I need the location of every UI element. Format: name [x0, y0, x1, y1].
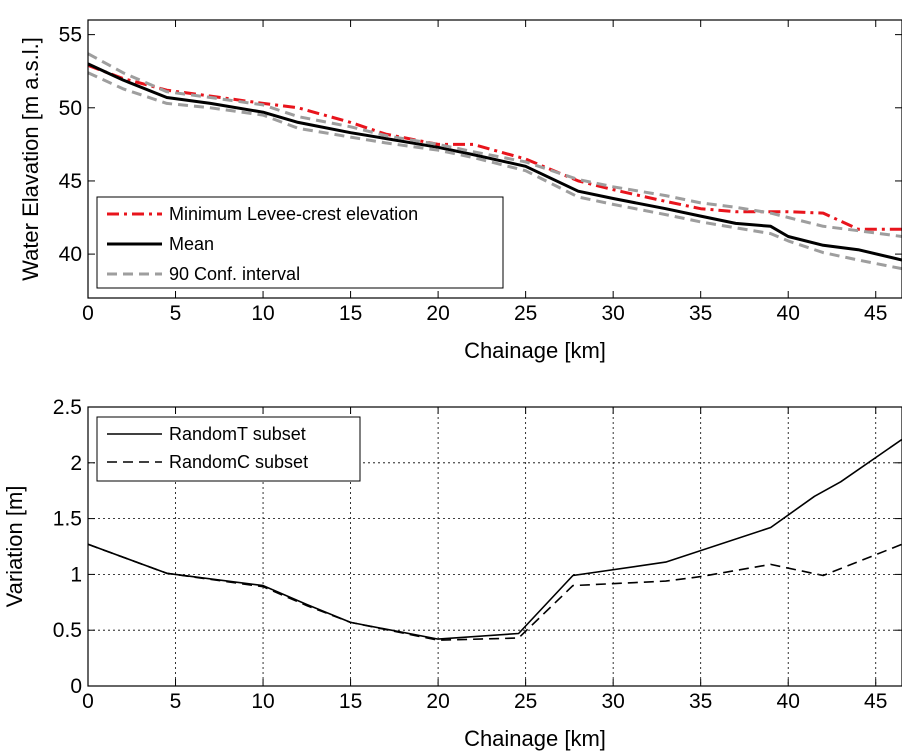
x-tick-label: 15	[339, 690, 362, 713]
x-tick-label: 40	[777, 302, 800, 325]
y-tick-label: 55	[59, 24, 82, 47]
x-tick-label: 45	[864, 302, 887, 325]
legend-box	[96, 196, 504, 289]
y-axis-label: Water Elavation [m a.s.l.]	[18, 37, 43, 281]
legend-entry-label: RandomT subset	[169, 424, 306, 444]
x-axis-label: Chainage [km]	[464, 338, 606, 363]
x-tick-label: 0	[82, 690, 94, 713]
top-chart-water-elevation: 0 5 10 15 20 25 30 35 40 45 40 45 50 55 Chainage [km] W…	[18, 19, 902, 363]
x-tick-label: 25	[514, 302, 537, 325]
legend-entry-label: Minimum Levee-crest elevation	[169, 204, 418, 224]
x-tick-label: 40	[777, 690, 800, 713]
x-tick-label: 45	[864, 690, 887, 713]
legend-entry-label: RandomC subset	[169, 452, 308, 472]
y-tick-label: 0	[70, 675, 82, 698]
x-tick-label: 35	[689, 302, 712, 325]
x-tick-label: 20	[426, 302, 449, 325]
x-tick-label: 25	[514, 690, 537, 713]
legend-entry-label: Mean	[169, 234, 214, 254]
y-axis-label: Variation [m]	[2, 486, 27, 608]
series-line-lower-bound-3	[87, 71, 902, 271]
y-tick-label: 2	[70, 452, 82, 475]
x-tick-label: 5	[170, 302, 182, 325]
x-tick-label: 15	[339, 302, 362, 325]
y-tick-label: 40	[59, 243, 82, 266]
legend-box	[96, 416, 361, 482]
x-axis-label: Chainage [km]	[464, 726, 606, 751]
legend: RandomT subset RandomC subset	[96, 416, 361, 482]
y-tick-label: 0.5	[53, 619, 82, 642]
x-tick-label: 10	[251, 302, 274, 325]
series-line-randomt-subset	[87, 438, 902, 640]
x-tick-label: 10	[251, 690, 274, 713]
plot-area-frame	[87, 19, 902, 299]
series-line-mean	[87, 62, 902, 262]
y-tick-label: 1	[70, 563, 82, 586]
x-tick-label: 0	[82, 302, 94, 325]
bottom-chart-variation: 0 5 10 15 20 25 30 35 40 45 0 0.5 1 1.5 2 2.5 Chainage […	[2, 396, 902, 751]
y-tick-label: 2.5	[53, 396, 82, 419]
series-line-90-conf-interval	[87, 52, 902, 238]
y-tick-label: 1.5	[53, 508, 82, 531]
x-tick-label: 35	[689, 690, 712, 713]
plot-area-frame	[87, 406, 902, 687]
x-tick-label: 30	[601, 690, 624, 713]
x-tick-label: 5	[170, 690, 182, 713]
x-tick-label: 20	[426, 690, 449, 713]
series-line-randomc-subset	[87, 543, 902, 642]
y-tick-label: 45	[59, 170, 82, 193]
y-tick-label: 50	[59, 97, 82, 120]
legend-entry-label: 90 Conf. interval	[169, 264, 300, 284]
x-tick-label: 30	[601, 302, 624, 325]
legend: Minimum Levee-crest elevation Mean 90 Conf…	[96, 196, 504, 289]
